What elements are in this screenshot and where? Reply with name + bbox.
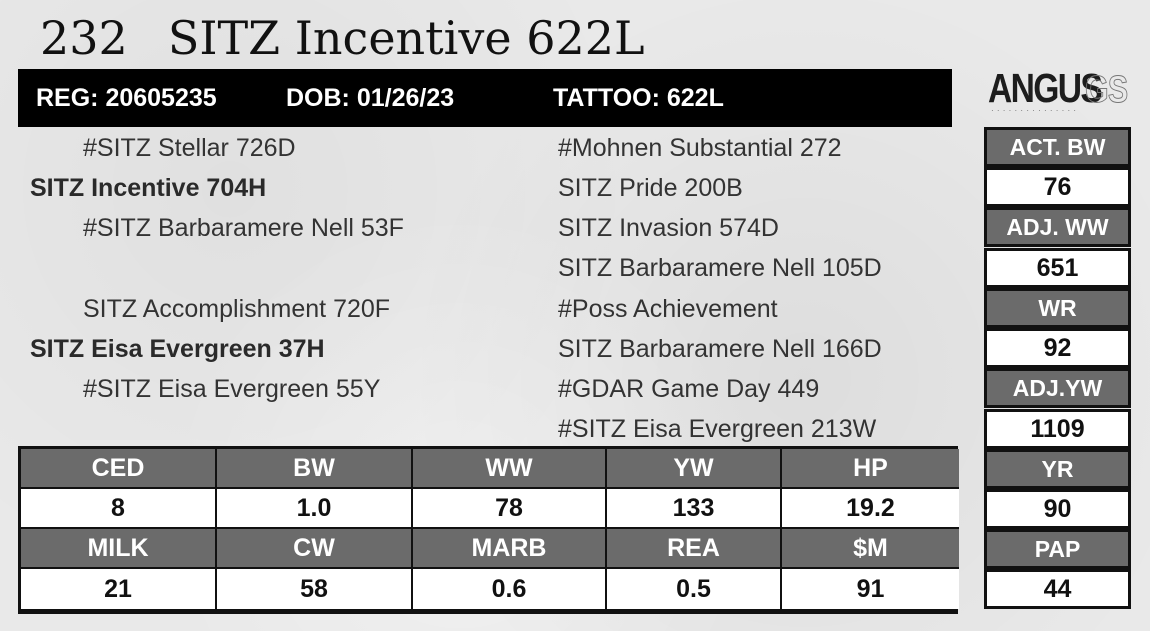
pedigree-sire-sire: #SITZ Stellar 726D [83, 134, 296, 162]
epd-value: 21 [21, 569, 217, 609]
epd-table: CED BW WW YW HP 8 1.0 78 133 19.2 MILK C… [18, 446, 959, 614]
epd-label: HP [782, 449, 959, 489]
epd-value: 8 [21, 489, 217, 529]
epd-value: 133 [607, 489, 782, 529]
epd-value: 1.0 [217, 489, 413, 529]
pedigree-dam: SITZ Eisa Evergreen 37H [30, 335, 325, 363]
epd-label: YW [607, 449, 782, 489]
epd-label: BW [217, 449, 413, 489]
epd-value: 91 [782, 569, 959, 609]
pedigree-ancestor: #Poss Achievement [558, 295, 778, 323]
epd-label: $M [782, 529, 959, 569]
pedigree-dam-dam: #SITZ Eisa Evergreen 55Y [83, 375, 381, 403]
logo-main-text: ANGUS [988, 65, 1103, 111]
stat-value: 90 [984, 489, 1131, 529]
pedigree-sire-dam: #SITZ Barbaramere Nell 53F [83, 214, 404, 242]
epd-label: CED [21, 449, 217, 489]
stat-value: 92 [984, 328, 1131, 368]
epd-label: MARB [413, 529, 607, 569]
pedigree-ancestor: SITZ Pride 200B [558, 174, 743, 202]
stat-label: ADJ.YW [984, 368, 1131, 408]
stat-value: 651 [984, 248, 1131, 288]
stat-label: WR [984, 288, 1131, 328]
registration-number: REG: 20605235 [36, 84, 217, 112]
epd-label: REA [607, 529, 782, 569]
pedigree-ancestor: SITZ Barbaramere Nell 105D [558, 254, 882, 282]
tattoo: TATTOO: 622L [553, 84, 724, 112]
pedigree-ancestor: #SITZ Eisa Evergreen 213W [558, 415, 877, 443]
stat-label: ACT. BW [984, 127, 1131, 167]
stat-value: 44 [984, 569, 1131, 609]
pedigree-dam-sire: SITZ Accomplishment 720F [83, 295, 391, 323]
stat-label: PAP [984, 529, 1131, 569]
epd-value: 0.6 [413, 569, 607, 609]
lot-title: 232 SITZ Incentive 622L [40, 8, 645, 68]
animal-name: SITZ Incentive 622L [167, 11, 645, 65]
logo-sub-text: GS [1085, 69, 1129, 111]
epd-label: CW [217, 529, 413, 569]
pedigree-ancestor: SITZ Invasion 574D [558, 214, 779, 242]
pedigree-ancestor: #Mohnen Substantial 272 [558, 134, 842, 162]
epd-label: MILK [21, 529, 217, 569]
pedigree-ancestor: #GDAR Game Day 449 [558, 375, 820, 403]
stat-value: 76 [984, 167, 1131, 207]
epd-value: 0.5 [607, 569, 782, 609]
epd-value: 19.2 [782, 489, 959, 529]
lot-number: 232 [40, 11, 128, 65]
registration-header-bar: REG: 20605235 DOB: 01/26/23 TATTOO: 622L [18, 69, 952, 127]
stat-label: YR [984, 449, 1131, 489]
stat-value: 1109 [984, 409, 1131, 449]
stat-label: ADJ. WW [984, 207, 1131, 247]
epd-label: WW [413, 449, 607, 489]
epd-value: 58 [217, 569, 413, 609]
pedigree-sire: SITZ Incentive 704H [30, 174, 267, 202]
date-of-birth: DOB: 01/26/23 [286, 84, 455, 112]
epd-value: 78 [413, 489, 607, 529]
pedigree-ancestor: SITZ Barbaramere Nell 166D [558, 335, 882, 363]
logo-tagline-graphic: · · · · · · · · · · · · · · · [991, 106, 1077, 115]
angus-gs-logo: ANGUS GS · · · · · · · · · · · · · · · [988, 65, 1130, 116]
